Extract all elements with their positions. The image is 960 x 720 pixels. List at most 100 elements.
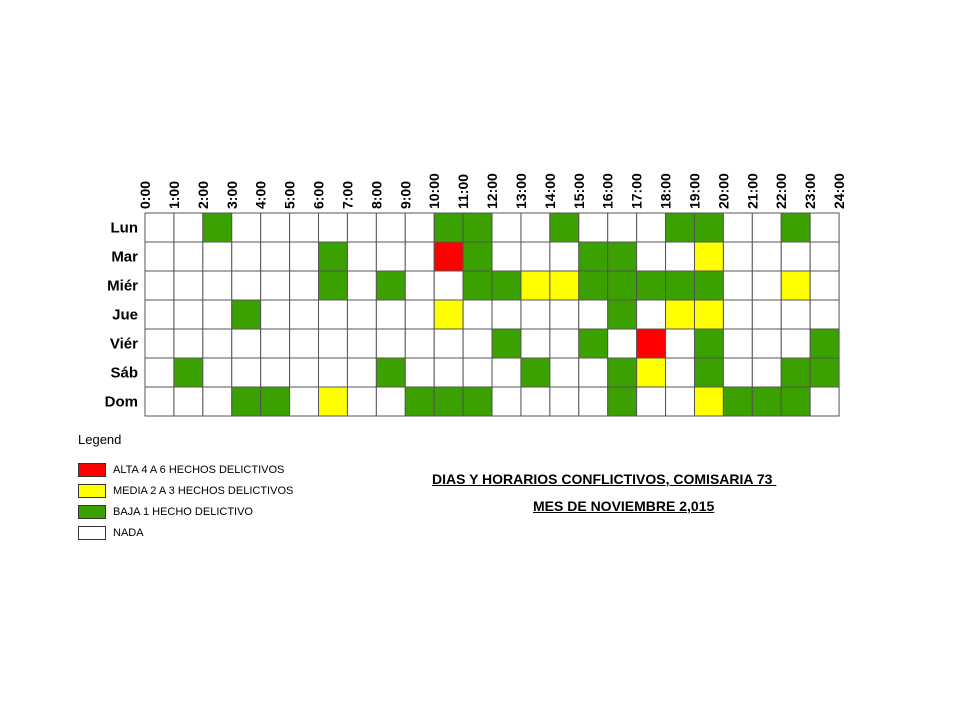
heatmap-cell <box>144 241 175 272</box>
hour-tick-label: 3:00 <box>224 181 240 209</box>
heatmap-cell <box>231 328 262 359</box>
heatmap-cell <box>491 270 522 301</box>
heatmap-cell <box>433 212 464 243</box>
heatmap-cell <box>751 328 782 359</box>
heatmap-cell <box>520 241 551 272</box>
heatmap-cell <box>491 212 522 243</box>
heatmap-cell <box>202 328 233 359</box>
heatmap-cell <box>375 212 406 243</box>
heatmap-cell <box>404 386 435 417</box>
heatmap-cell <box>404 241 435 272</box>
heatmap-cell <box>318 386 348 417</box>
heatmap-cell <box>549 241 580 272</box>
heatmap-cell <box>722 386 753 417</box>
heatmap-cell <box>809 270 840 301</box>
heatmap-cell <box>491 241 522 272</box>
legend: Legend ALTA 4 A 6 HECHOS DELICTIVOS MEDI… <box>78 432 293 543</box>
legend-label-baja: BAJA 1 HECHO DELICTIVO <box>113 505 253 518</box>
hour-tick-label: 20:00 <box>715 173 731 209</box>
heatmap-cell <box>549 386 580 417</box>
hour-tick-label: 14:00 <box>542 173 558 209</box>
heatmap-cell <box>751 270 782 301</box>
day-tick-label: Dom <box>105 394 138 411</box>
heatmap-chart: 0:00 1:00 2:00 3:00 4:00 5:00 6:00 7:00 8:00 9:00… <box>105 173 847 417</box>
heatmap-cell <box>144 328 175 359</box>
hour-tick-label: 24:00 <box>831 173 847 209</box>
heatmap-cell <box>607 270 638 301</box>
heatmap-cell <box>520 212 551 243</box>
heatmap-cell <box>346 241 377 272</box>
day-tick-label: Jue <box>112 307 138 324</box>
hour-tick-label: 23:00 <box>802 173 818 209</box>
day-tick-label: Lun <box>111 220 139 237</box>
heatmap-cell <box>780 386 811 417</box>
chart-subtitle: MES DE NOVIEMBRE 2,015 <box>533 498 715 514</box>
heatmap-cell <box>780 270 811 301</box>
heatmap-cell <box>231 270 262 301</box>
heatmap-cell <box>462 270 493 301</box>
heatmap-cell <box>693 270 724 301</box>
heatmap-cell <box>462 212 493 243</box>
heatmap-cell <box>578 299 609 330</box>
heatmap-cell <box>318 328 348 359</box>
heatmap-cell <box>636 270 667 301</box>
legend-item-media: MEDIA 2 A 3 HECHOS DELICTIVOS <box>78 480 293 501</box>
hour-tick-label: 13:00 <box>513 173 529 209</box>
heatmap-cell <box>665 270 695 301</box>
day-axis-labels: Lun Mar Miér Jue Viér Sáb Dom <box>105 220 139 411</box>
legend-swatch-alta <box>78 462 106 477</box>
heatmap-cell <box>665 299 695 330</box>
heatmap-cell <box>404 212 435 243</box>
hour-tick-label: 12:00 <box>484 173 500 209</box>
hour-tick-label: 16:00 <box>600 173 616 209</box>
heatmap-cell <box>520 386 551 417</box>
heatmap-cell <box>260 328 291 359</box>
heatmap-cell <box>202 212 233 243</box>
heatmap-cell <box>578 386 609 417</box>
heatmap-cell <box>173 357 204 388</box>
heatmap-cell <box>693 386 724 417</box>
hour-tick-label: 0:00 <box>137 181 153 209</box>
legend-item-alta: ALTA 4 A 6 HECHOS DELICTIVOS <box>78 459 293 480</box>
heatmap-cell <box>751 357 782 388</box>
heatmap-cell <box>318 270 348 301</box>
heatmap-cell <box>751 241 782 272</box>
legend-label-nada: NADA <box>113 526 144 539</box>
heatmap-cell <box>346 386 377 417</box>
heatmap-cell <box>693 328 724 359</box>
heatmap-cell <box>375 328 406 359</box>
heatmap-cell <box>404 270 435 301</box>
heatmap-cell <box>722 241 753 272</box>
heatmap-cell <box>809 386 840 417</box>
heatmap-cell <box>144 357 175 388</box>
heatmap-cell <box>173 299 204 330</box>
heatmap-cell <box>578 241 609 272</box>
heatmap-cell <box>260 386 291 417</box>
heatmap-cell <box>462 357 493 388</box>
heatmap-cell <box>520 270 551 301</box>
heatmap-cell <box>809 212 840 243</box>
heatmap-cell <box>433 270 464 301</box>
hour-tick-label: 7:00 <box>339 181 355 209</box>
heatmap-cell <box>289 270 320 301</box>
heatmap-cell <box>231 299 262 330</box>
heatmap-cell <box>433 328 464 359</box>
heatmap-cell <box>289 328 320 359</box>
heatmap-cell <box>578 212 609 243</box>
hour-tick-label: 21:00 <box>744 173 760 209</box>
heatmap-cell <box>809 328 840 359</box>
heatmap-cell <box>231 241 262 272</box>
heatmap-cell <box>722 212 753 243</box>
legend-title: Legend <box>78 432 122 447</box>
heatmap-cell <box>144 386 175 417</box>
heatmap-cell <box>578 270 609 301</box>
heatmap-cell <box>636 299 667 330</box>
legend-item-nada: NADA <box>78 522 293 543</box>
heatmap-cell <box>202 270 233 301</box>
heatmap-cells <box>144 212 840 417</box>
day-tick-label: Miér <box>107 278 138 295</box>
hour-tick-label: 22:00 <box>773 173 789 209</box>
heatmap-cell <box>636 386 667 417</box>
heatmap-cell <box>318 212 348 243</box>
heatmap-cell <box>665 328 695 359</box>
